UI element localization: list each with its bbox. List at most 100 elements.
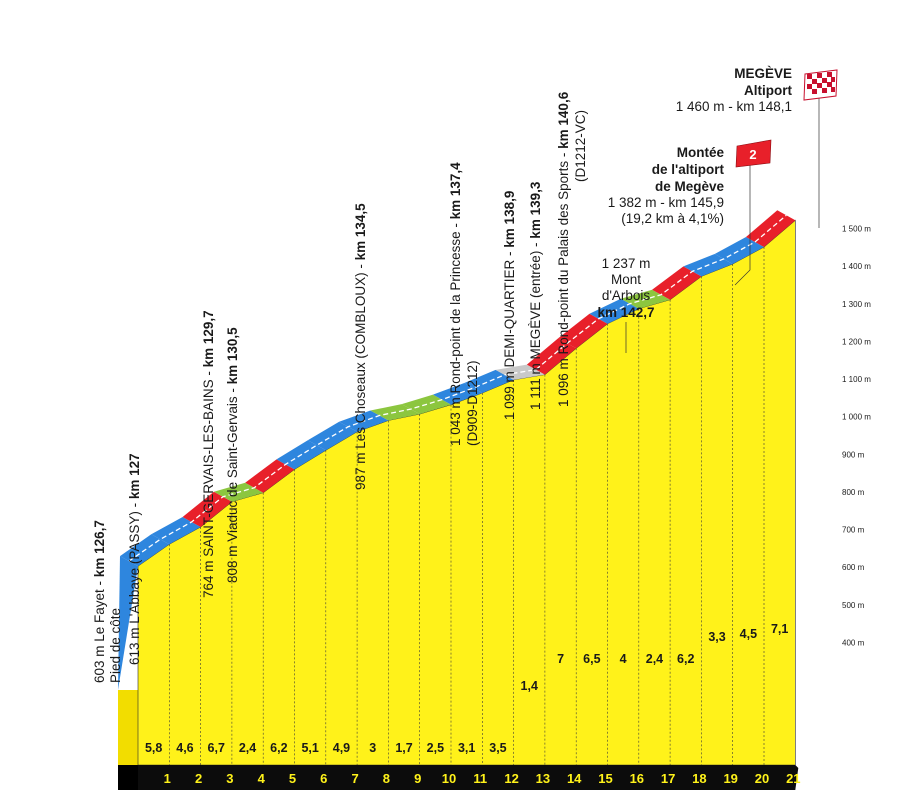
y-tick-label: 900 m	[842, 450, 865, 459]
annotation-climb: Montée de l'altiport de Megève 1 382 m -…	[608, 139, 772, 286]
km-marker-label: 8	[383, 771, 390, 786]
gradient-start-cap	[118, 556, 138, 690]
gradient-label: 4,5	[740, 627, 757, 641]
gradient-label: 1,7	[395, 741, 412, 755]
gradient-label: 1,4	[521, 679, 538, 693]
km-marker-label: 11	[473, 771, 487, 786]
y-tick-label: 800 m	[842, 488, 865, 497]
y-tick-label: 1 300 m	[842, 300, 871, 309]
profile-3d-side	[118, 690, 138, 790]
gradient-label: 5,8	[145, 741, 162, 755]
gradient-label: 3	[369, 741, 376, 755]
altitude-axis: 400 m 500 m 600 m 700 m 800 m 900 m 1 000 m 1 1…	[842, 225, 871, 648]
y-tick-label: 700 m	[842, 526, 865, 535]
gradient-label: 4	[620, 652, 627, 666]
y-tick-label: 1 200 m	[842, 337, 871, 346]
gradient-label: 3,5	[489, 741, 506, 755]
finish-checkered-flag-icon	[803, 69, 838, 101]
svg-text:km 142,7: km 142,7	[597, 305, 654, 320]
gradient-label: 2,4	[239, 741, 256, 755]
km-marker-label: 2	[195, 771, 202, 786]
svg-text:(D909-D1212): (D909-D1212)	[465, 360, 480, 446]
y-tick-label: 1 000 m	[842, 413, 871, 422]
annotation-viaduc: 808 m Viaduc de Saint-Gervais - km 130,5	[225, 327, 240, 583]
y-tick-label: 1 500 m	[842, 225, 871, 234]
km-marker-label: 9	[414, 771, 421, 786]
annotation-finish: MEGÈVE Altiport 1 460 m - km 148,1	[676, 66, 838, 228]
km-marker-label: 18	[692, 771, 706, 786]
svg-text:Altiport: Altiport	[744, 83, 792, 98]
km-marker-label: 3	[226, 771, 233, 786]
svg-text:(D1212-VC): (D1212-VC)	[573, 110, 588, 182]
km-marker-label: 19	[723, 771, 737, 786]
km-marker-label: 5	[289, 771, 296, 786]
gradient-segment	[245, 459, 295, 493]
annotation-saint-gervais: 764 m SAINT-GERVAIS-LES-BAINS - km 129,7	[201, 310, 216, 598]
category-2-flag: 2	[735, 139, 772, 168]
annotation-princesse: 1 043 m Rond-point de la Princesse - km …	[448, 162, 480, 446]
gradient-label: 2,4	[646, 652, 663, 666]
annotation-choseaux: 987 m Les Choseaux (COMBLOUX) - km 134,5	[353, 203, 368, 490]
annotation-mont-arbois: 1 237 m Mont d'Arbois km 142,7	[597, 256, 655, 353]
km-marker-label: 6	[320, 771, 327, 786]
km-marker-label: 12	[504, 771, 518, 786]
km-marker-label: 1	[164, 771, 171, 786]
svg-text:764 m SAINT-GERVAIS-LES-BAINS: 764 m SAINT-GERVAIS-LES-BAINS - km 129,7	[201, 310, 216, 598]
annotation-palais: 1 096 m Rond-point du Palais des Sports …	[556, 91, 588, 407]
base-yellow-front	[118, 690, 138, 765]
gradient-label: 7,1	[771, 622, 788, 636]
svg-text:1 111 m MEGÈVE (entrée) - km 1: 1 111 m MEGÈVE (entrée) - km 139,3	[528, 181, 543, 410]
svg-text:808 m Viaduc de Saint-Gervais: 808 m Viaduc de Saint-Gervais - km 130,5	[225, 327, 240, 583]
gradient-label: 5,1	[301, 741, 318, 755]
svg-text:de l'altiport: de l'altiport	[652, 162, 725, 177]
svg-text:1 460 m - km 148,1: 1 460 m - km 148,1	[676, 99, 792, 114]
gradient-label: 4,6	[176, 741, 193, 755]
gradient-label: 2,5	[427, 741, 444, 755]
annotation-megeve-entree: 1 111 m MEGÈVE (entrée) - km 139,3	[528, 181, 543, 410]
svg-text:1 099 m DEMI-QUARTIER - km 138: 1 099 m DEMI-QUARTIER - km 138,9	[502, 191, 517, 420]
profile-center-dashes	[128, 214, 787, 562]
svg-text:Montée: Montée	[677, 145, 725, 160]
y-tick-label: 500 m	[842, 601, 865, 610]
km-marker-label: 10	[442, 771, 456, 786]
gradient-label: 3,3	[708, 630, 725, 644]
svg-text:(19,2 km à 4,1%): (19,2 km à 4,1%)	[621, 211, 724, 226]
km-marker-label: 16	[630, 771, 644, 786]
gradient-label: 7	[557, 652, 564, 666]
y-tick-label: 1 400 m	[842, 262, 871, 271]
svg-text:1 043 m Rond-point de la Princ: 1 043 m Rond-point de la Princesse - km …	[448, 162, 463, 446]
svg-text:987 m Les Choseaux (COMBLOUX): 987 m Les Choseaux (COMBLOUX) - km 134,5	[353, 203, 368, 490]
base-black-front	[118, 765, 138, 790]
km-marker-label: 13	[536, 771, 550, 786]
y-tick-label: 400 m	[842, 639, 865, 648]
y-tick-label: 1 100 m	[842, 375, 871, 384]
km-marker-label: 4	[258, 771, 266, 786]
svg-text:613 m L'Abbaye (PASSY) - km 12: 613 m L'Abbaye (PASSY) - km 127	[127, 453, 142, 665]
svg-text:2: 2	[749, 147, 756, 162]
base-distance-band	[138, 765, 799, 790]
km-marker-label: 21	[786, 771, 800, 786]
gradient-label: 4,9	[333, 741, 350, 755]
gradient-label: 3,1	[458, 741, 475, 755]
gradient-labels: 5,8 4,6 6,7 2,4 6,2 5,1 4,9 3 1,7 2,5 3,1 3,5 1,4 7 6,…	[145, 622, 788, 755]
svg-text:MEGÈVE: MEGÈVE	[734, 66, 792, 81]
gradient-label: 6,2	[677, 652, 694, 666]
annotation-demi-quartier: 1 099 m DEMI-QUARTIER - km 138,9	[502, 191, 517, 420]
gradient-segment	[495, 364, 545, 380]
gradient-segment	[433, 383, 483, 405]
svg-text:603 m Le Fayet - km 126,7: 603 m Le Fayet - km 126,7	[92, 520, 107, 683]
svg-text:1 096 m Rond-point du Palais d: 1 096 m Rond-point du Palais des Sports …	[556, 91, 571, 407]
y-tick-label: 600 m	[842, 563, 865, 572]
svg-text:d'Arbois: d'Arbois	[602, 288, 651, 303]
km-marker-label: 14	[567, 771, 582, 786]
svg-text:Mont: Mont	[611, 272, 641, 287]
km-marker-label: 20	[755, 771, 769, 786]
km-markers: 1 2 3 4 5 6 7 8 9 10 11 12 13 14 15 16 17 18 19 20 21	[164, 771, 801, 786]
gradient-label: 6,5	[583, 652, 600, 666]
svg-text:Pied de côte: Pied de côte	[108, 608, 123, 683]
annotation-fayet: 603 m Le Fayet - km 126,7 Pied de côte	[92, 520, 123, 683]
km-grid-lines	[169, 247, 765, 765]
annotation-abbaye: 613 m L'Abbaye (PASSY) - km 127	[127, 453, 142, 665]
gradient-label: 6,2	[270, 741, 287, 755]
